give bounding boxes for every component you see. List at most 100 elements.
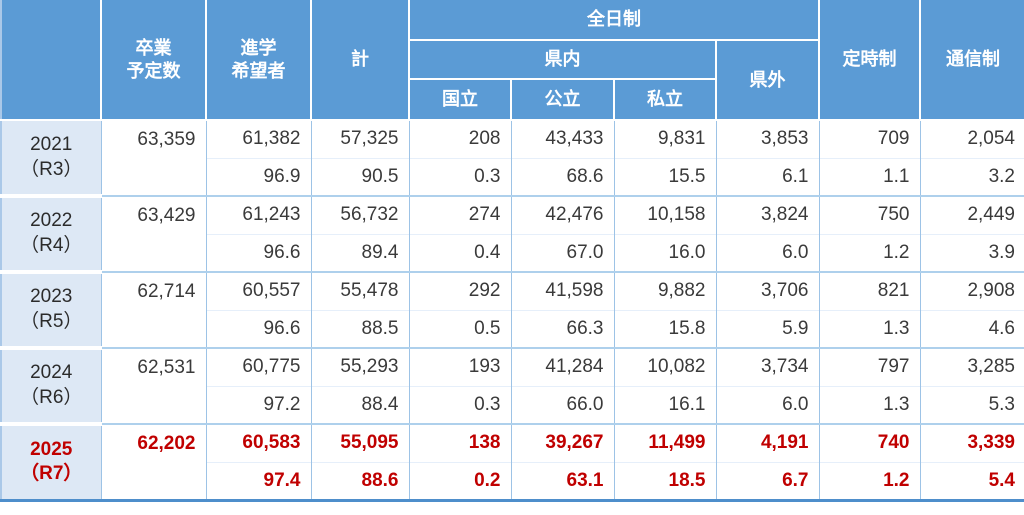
header-private: 私立	[613, 78, 717, 121]
cell-private-pct: 15.8	[614, 309, 717, 348]
year-row-2023-percents: 96.6 88.5 0.5 66.3 15.8 5.9 1.3 4.6	[1, 309, 1024, 348]
cell-private-count: 10,158	[614, 195, 717, 234]
cell-national-pct: 0.3	[409, 157, 512, 196]
cell-parttime-pct: 1.3	[819, 309, 921, 348]
header-fulltime: 全日制	[408, 0, 820, 41]
cell-national-count: 138	[409, 423, 512, 462]
cell-national-pct: 0.4	[409, 233, 512, 272]
year-label: 2023 （R5）	[1, 270, 102, 348]
cell-applicants-count: 60,583	[206, 423, 312, 462]
enrollment-statistics-table: 卒業 予定数 進学 希望者 計 全日制 定時制 通信制 県内 県外 国立 公立 …	[0, 0, 1024, 502]
cell-applicants-pct: 97.4	[206, 461, 312, 500]
year-row-2022-counts: 2022 （R4） 63,429 61,243 56,732 274 42,47…	[1, 194, 1024, 272]
cell-parttime-count: 740	[819, 423, 921, 462]
table-header: 卒業 予定数 進学 希望者 計 全日制 定時制 通信制 県内 県外 国立 公立 …	[1, 0, 1024, 121]
header-out-prefecture: 県外	[715, 39, 820, 121]
cell-parttime-pct: 1.1	[819, 157, 921, 196]
cell-total-count: 57,325	[311, 120, 410, 158]
cell-public-pct: 68.6	[511, 157, 615, 196]
cell-applicants-count: 61,243	[206, 195, 312, 234]
header-row-3: 国立 公立 私立	[1, 78, 1024, 121]
cell-public-count: 41,598	[511, 271, 615, 310]
cell-applicants-count: 61,382	[206, 120, 312, 158]
cell-national-pct: 0.3	[409, 385, 512, 424]
year-label: 2025 （R7）	[1, 422, 102, 500]
cell-outpref-count: 4,191	[716, 423, 820, 462]
cell-national-count: 208	[409, 120, 512, 158]
cell-correspondence-count: 2,054	[920, 120, 1024, 158]
cell-public-pct: 67.0	[511, 233, 615, 272]
cell-graduates: 62,714	[101, 271, 207, 348]
cell-outpref-pct: 6.7	[716, 461, 820, 500]
cell-public-pct: 63.1	[511, 461, 615, 500]
header-parttime: 定時制	[818, 0, 921, 121]
year-label: 2024 （R6）	[1, 346, 102, 424]
header-total: 計	[310, 0, 410, 121]
header-applicants: 進学 希望者	[205, 0, 312, 121]
cell-applicants-pct: 96.6	[206, 309, 312, 348]
cell-private-pct: 16.0	[614, 233, 717, 272]
header-in-prefecture: 県内	[408, 39, 717, 80]
cell-parttime-pct: 1.2	[819, 233, 921, 272]
cell-private-pct: 18.5	[614, 461, 717, 500]
cell-national-count: 193	[409, 347, 512, 386]
cell-private-pct: 15.5	[614, 157, 717, 196]
cell-public-pct: 66.0	[511, 385, 615, 424]
cell-public-count: 43,433	[511, 120, 615, 158]
cell-private-count: 10,082	[614, 347, 717, 386]
cell-applicants-count: 60,557	[206, 271, 312, 310]
cell-correspondence-pct: 3.2	[920, 157, 1024, 196]
header-national: 国立	[408, 78, 512, 121]
cell-private-count: 11,499	[614, 423, 717, 462]
cell-outpref-pct: 5.9	[716, 309, 820, 348]
cell-total-count: 55,293	[311, 347, 410, 386]
cell-total-count: 56,732	[311, 195, 410, 234]
cell-correspondence-count: 2,449	[920, 195, 1024, 234]
header-correspondence: 通信制	[919, 0, 1024, 121]
cell-national-count: 274	[409, 195, 512, 234]
cell-outpref-count: 3,824	[716, 195, 820, 234]
cell-correspondence-pct: 3.9	[920, 233, 1024, 272]
cell-correspondence-pct: 5.3	[920, 385, 1024, 424]
cell-graduates: 63,429	[101, 195, 207, 272]
cell-correspondence-pct: 4.6	[920, 309, 1024, 348]
year-row-2021-percents: 96.9 90.5 0.3 68.6 15.5 6.1 1.1 3.2	[1, 157, 1024, 196]
year-row-2021-counts: 2021 （R3） 63,359 61,382 57,325 208 43,43…	[1, 120, 1024, 196]
cell-correspondence-count: 3,285	[920, 347, 1024, 386]
cell-graduates: 62,202	[101, 423, 207, 500]
year-label: 2022 （R4）	[1, 194, 102, 272]
cell-total-count: 55,478	[311, 271, 410, 310]
cell-applicants-count: 60,775	[206, 347, 312, 386]
cell-correspondence-count: 2,908	[920, 271, 1024, 310]
cell-public-pct: 66.3	[511, 309, 615, 348]
year-row-2023-counts: 2023 （R5） 62,714 60,557 55,478 292 41,59…	[1, 270, 1024, 348]
cell-national-pct: 0.2	[409, 461, 512, 500]
cell-applicants-pct: 96.9	[206, 157, 312, 196]
cell-parttime-pct: 1.3	[819, 385, 921, 424]
year-label: 2021 （R3）	[1, 120, 102, 196]
cell-correspondence-count: 3,339	[920, 423, 1024, 462]
table-body: 2021 （R3） 63,359 61,382 57,325 208 43,43…	[1, 120, 1024, 500]
cell-outpref-pct: 6.0	[716, 385, 820, 424]
cell-total-pct: 88.5	[311, 309, 410, 348]
cell-private-pct: 16.1	[614, 385, 717, 424]
header-graduates: 卒業 予定数	[100, 0, 207, 121]
cell-applicants-pct: 97.2	[206, 385, 312, 424]
cell-outpref-count: 3,853	[716, 120, 820, 158]
year-row-2022-percents: 96.6 89.4 0.4 67.0 16.0 6.0 1.2 3.9	[1, 233, 1024, 272]
cell-total-pct: 88.4	[311, 385, 410, 424]
cell-public-count: 42,476	[511, 195, 615, 234]
header-public: 公立	[510, 78, 615, 121]
cell-total-pct: 88.6	[311, 461, 410, 500]
cell-total-pct: 89.4	[311, 233, 410, 272]
cell-parttime-count: 750	[819, 195, 921, 234]
year-row-2025-percents: 97.4 88.6 0.2 63.1 18.5 6.7 1.2 5.4	[1, 461, 1024, 500]
cell-national-pct: 0.5	[409, 309, 512, 348]
header-row-2: 県内 県外	[1, 39, 1024, 121]
cell-parttime-count: 797	[819, 347, 921, 386]
cell-correspondence-pct: 5.4	[920, 461, 1024, 500]
cell-outpref-count: 3,734	[716, 347, 820, 386]
cell-private-count: 9,882	[614, 271, 717, 310]
cell-outpref-count: 3,706	[716, 271, 820, 310]
year-row-2024-counts: 2024 （R6） 62,531 60,775 55,293 193 41,28…	[1, 346, 1024, 424]
